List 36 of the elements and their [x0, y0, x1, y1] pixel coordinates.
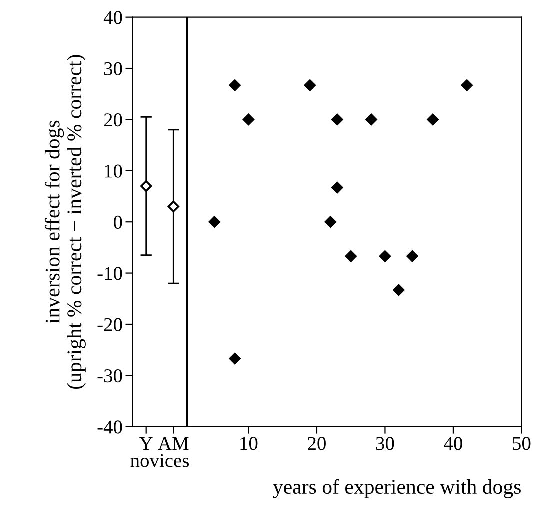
y-tick-label: 40 [104, 11, 122, 24]
x-tick-label: 10 [240, 437, 258, 450]
point [208, 216, 220, 228]
point [304, 80, 316, 92]
x-tick-label: AM [158, 437, 189, 450]
point [393, 284, 405, 296]
x-tick-label: 50 [513, 437, 531, 450]
x-tick-label: 40 [444, 437, 462, 450]
y-axis-title: inversion effect for dogs (upright % correct − inverted % correct) [44, 55, 86, 390]
point [345, 250, 357, 262]
y-tick-label: -20 [98, 318, 122, 332]
x-tick-label: Y [140, 437, 153, 450]
point [229, 80, 241, 92]
point [242, 114, 255, 126]
point [332, 114, 344, 126]
x-tick-label: 20 [308, 437, 326, 450]
point [366, 114, 378, 126]
y-tick-label: -40 [98, 420, 122, 434]
x-tick-label: 30 [376, 437, 394, 450]
y-tick-label: -10 [98, 267, 122, 280]
point [406, 250, 418, 262]
point [461, 80, 473, 92]
y-tick-label: 0 [114, 216, 122, 230]
y-tick-label: 20 [104, 114, 122, 127]
point [229, 352, 241, 365]
y-tick-label: 30 [104, 62, 122, 76]
y-tick-label: -30 [98, 369, 122, 383]
point [140, 180, 152, 192]
x-axis-title: years of experience with dogs [273, 479, 521, 498]
point [324, 216, 336, 228]
text: novices [130, 454, 189, 468]
point [427, 114, 439, 126]
point [168, 200, 180, 213]
point [379, 250, 392, 262]
point [332, 182, 344, 194]
y-tick-label: 10 [105, 164, 122, 178]
